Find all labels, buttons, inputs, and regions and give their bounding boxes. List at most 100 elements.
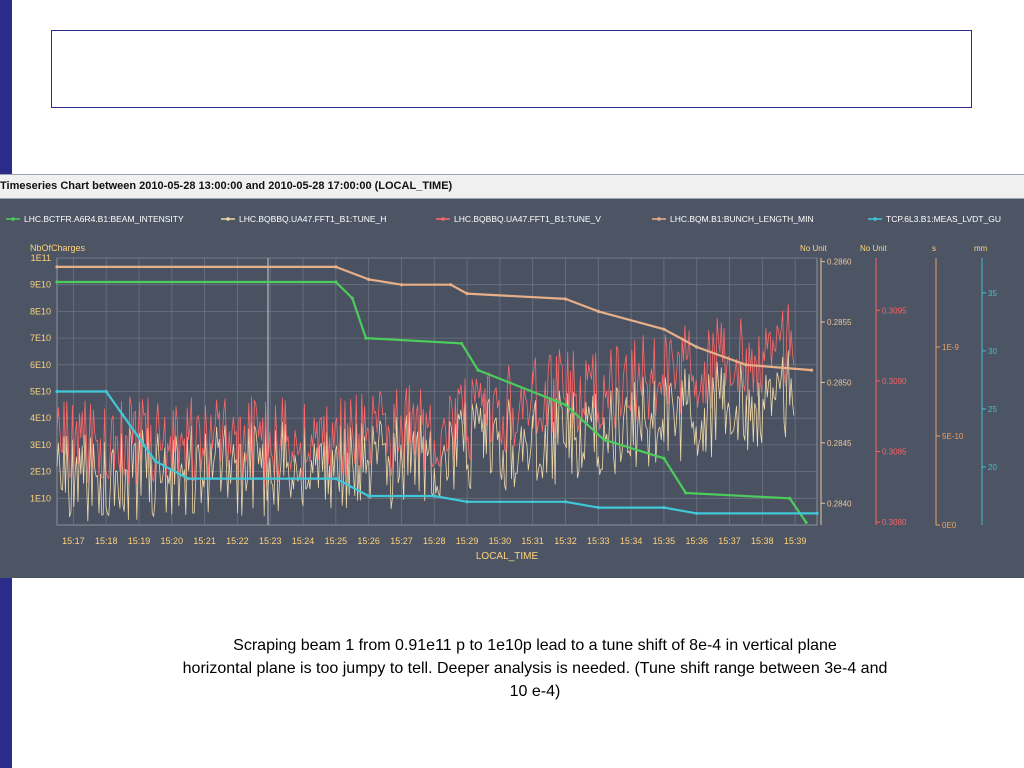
series-point bbox=[153, 459, 158, 463]
right-axis-tick-label-tune_h: 0.2845 bbox=[827, 439, 852, 448]
series-point bbox=[788, 496, 792, 500]
right-axis-unit-bunch: s bbox=[932, 244, 936, 253]
series-point bbox=[367, 277, 371, 281]
x-axis-label: LOCAL_TIME bbox=[476, 551, 539, 562]
series-point bbox=[449, 283, 453, 287]
x-tick-label: 15:28 bbox=[423, 536, 446, 546]
chart-title: Timeseries Chart between 2010-05-28 13:0… bbox=[0, 180, 453, 192]
x-tick-label: 15:34 bbox=[620, 536, 643, 546]
x-tick-label: 15:19 bbox=[128, 536, 151, 546]
legend-label: LHC.BQM.B1:BUNCH_LENGTH_MIN bbox=[670, 214, 814, 224]
y-tick-label: 6E10 bbox=[30, 360, 51, 370]
right-axis-tick-label-lvdt: 25 bbox=[988, 405, 997, 414]
y-tick-label: 3E10 bbox=[30, 440, 51, 450]
legend-label: TCP.6L3.B1:MEAS_LVDT_GU bbox=[886, 214, 1001, 224]
series-point bbox=[186, 476, 190, 481]
x-tick-label: 15:18 bbox=[95, 536, 118, 546]
x-tick-label: 15:22 bbox=[226, 536, 249, 546]
series-point bbox=[744, 363, 748, 367]
x-tick-label: 15:31 bbox=[521, 536, 544, 546]
x-tick-label: 15:33 bbox=[587, 536, 610, 546]
series-point bbox=[55, 280, 59, 284]
legend-marker bbox=[657, 217, 661, 221]
x-tick-label: 15:30 bbox=[489, 536, 512, 546]
legend-label: LHC.BQBBQ.UA47.FFT1_B1:TUNE_V bbox=[454, 214, 601, 224]
legend-marker bbox=[226, 217, 230, 221]
series-point bbox=[809, 368, 814, 372]
x-tick-label: 15:29 bbox=[456, 536, 479, 546]
x-tick-label: 15:17 bbox=[62, 536, 85, 546]
y-tick-label: 2E10 bbox=[30, 467, 51, 477]
series-point bbox=[55, 265, 59, 269]
x-tick-label: 15:38 bbox=[751, 536, 774, 546]
right-axis-tick-label-lvdt: 35 bbox=[988, 289, 997, 298]
legend-label: LHC.BCTFR.A6R4.B1:BEAM_INTENSITY bbox=[24, 214, 184, 224]
series-line bbox=[57, 390, 817, 515]
right-axis-tick-label-tune_h: 0.2860 bbox=[827, 258, 852, 267]
x-tick-label: 15:23 bbox=[259, 536, 282, 546]
y-tick-label: 1E11 bbox=[31, 253, 51, 263]
series-point bbox=[695, 345, 699, 349]
series-point bbox=[465, 500, 469, 504]
y-tick-label: 7E10 bbox=[30, 333, 51, 343]
y-tick-label: 1E10 bbox=[30, 493, 51, 503]
right-axis-tick-label-tune_v: 0.3095 bbox=[882, 306, 907, 315]
x-tick-label: 15:36 bbox=[685, 536, 708, 546]
series-point bbox=[662, 456, 666, 460]
series-point bbox=[121, 413, 125, 417]
y-tick-label: 9E10 bbox=[30, 280, 51, 290]
series-point bbox=[804, 520, 808, 524]
series-point bbox=[662, 327, 666, 331]
right-axis-unit-tune_v: No Unit bbox=[860, 244, 887, 253]
series-point bbox=[334, 476, 338, 481]
series-line bbox=[57, 280, 808, 523]
series-point bbox=[334, 265, 338, 269]
x-tick-label: 15:20 bbox=[161, 536, 184, 546]
right-axis-tick-label-lvdt: 30 bbox=[988, 347, 997, 356]
series-point bbox=[563, 500, 568, 504]
right-axis-tick-label-tune_v: 0.3090 bbox=[882, 377, 907, 386]
series-line bbox=[56, 304, 795, 487]
right-axis-tick-label-lvdt: 20 bbox=[988, 463, 997, 472]
series-point bbox=[662, 505, 666, 510]
legend-marker bbox=[873, 217, 877, 221]
legend-label: LHC.BQBBQ.UA47.FFT1_B1:TUNE_H bbox=[239, 214, 386, 224]
right-axis-tick-label-tune_h: 0.2850 bbox=[827, 378, 852, 387]
y-tick-label: 5E10 bbox=[30, 387, 51, 397]
right-axis-tick-label-tune_h: 0.2855 bbox=[827, 318, 852, 327]
series-point bbox=[334, 280, 338, 284]
x-tick-label: 15:21 bbox=[193, 536, 216, 546]
series-point bbox=[350, 296, 354, 300]
right-axis-tick-label-bunch: 0E0 bbox=[942, 521, 957, 530]
slide-title-box bbox=[51, 30, 972, 108]
series-point bbox=[695, 511, 699, 515]
caption-line-1: Scraping beam 1 from 0.91e11 p to 1e10p … bbox=[233, 637, 837, 654]
series-line bbox=[57, 265, 812, 372]
series-point bbox=[563, 403, 568, 407]
x-tick-label: 15:24 bbox=[292, 536, 315, 546]
caption-line-2: horizontal plane is too jumpy to tell. D… bbox=[182, 660, 888, 677]
legend-marker bbox=[11, 217, 15, 221]
x-tick-label: 15:25 bbox=[325, 536, 348, 546]
series-point bbox=[596, 505, 600, 510]
slide-caption: Scraping beam 1 from 0.91e11 p to 1e10p … bbox=[80, 634, 990, 703]
series-point bbox=[432, 494, 436, 498]
series-point bbox=[465, 292, 469, 296]
legend-marker bbox=[441, 217, 445, 221]
right-axis-tick-label-tune_h: 0.2840 bbox=[827, 499, 852, 508]
series-point bbox=[596, 309, 600, 313]
right-axis-tick-label-bunch: 5E-10 bbox=[942, 432, 964, 441]
right-axis-tick-label-bunch: 1E-9 bbox=[942, 343, 959, 352]
series-point bbox=[476, 368, 480, 372]
series-point bbox=[364, 336, 368, 340]
series-point bbox=[460, 341, 464, 346]
y-axis-unit-charges: NbOfCharges bbox=[30, 243, 86, 253]
chart-header: Timeseries Chart between 2010-05-28 13:0… bbox=[0, 174, 1024, 199]
caption-line-3: 10 e-4) bbox=[509, 683, 561, 700]
series-point bbox=[104, 389, 108, 394]
x-tick-label: 15:37 bbox=[718, 536, 741, 546]
right-axis-unit-lvdt: mm bbox=[974, 244, 988, 253]
x-tick-label: 15:35 bbox=[653, 536, 676, 546]
y-tick-label: 8E10 bbox=[30, 306, 51, 316]
series-point bbox=[815, 511, 819, 515]
